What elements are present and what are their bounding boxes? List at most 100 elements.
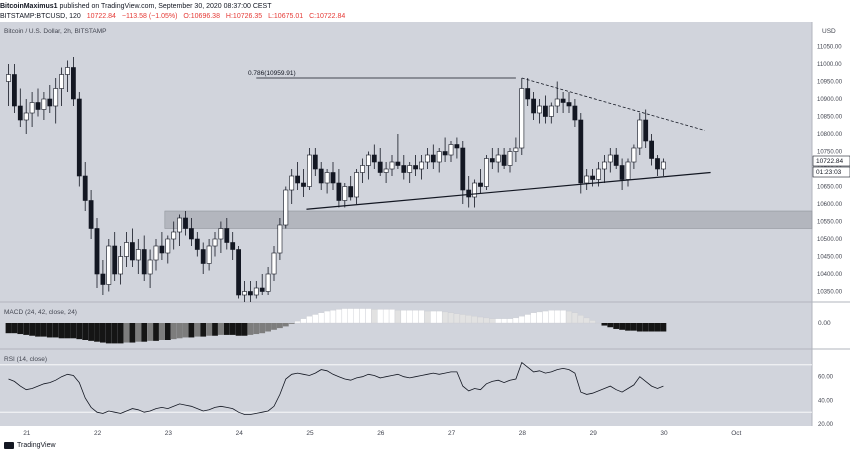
macd-bar bbox=[495, 318, 502, 324]
candle-body bbox=[554, 98, 560, 107]
candle-body bbox=[590, 175, 595, 180]
candle-body bbox=[448, 144, 454, 156]
candle-body bbox=[112, 245, 118, 275]
y-tick-label: 10650.00 bbox=[817, 185, 843, 191]
y-tick-label: 10400.00 bbox=[817, 272, 843, 278]
candle-body bbox=[135, 249, 141, 261]
candle-body bbox=[584, 175, 590, 184]
x-tick-label: 22 bbox=[94, 430, 102, 437]
candle-body bbox=[65, 67, 70, 75]
candle-body bbox=[29, 102, 35, 114]
candle-body bbox=[360, 165, 365, 173]
macd-bar bbox=[11, 323, 18, 334]
candle-body bbox=[395, 161, 401, 166]
time-axis bbox=[0, 426, 812, 437]
macd-bar bbox=[642, 323, 649, 332]
author-name[interactable]: BitcoinMaximus1 bbox=[0, 3, 58, 10]
chart-canvas[interactable]: 11050.00 11000.00 10950.00 10900.00 10850.00… bbox=[0, 22, 850, 437]
macd-bar bbox=[530, 312, 537, 324]
low-value: L:10675.01 bbox=[268, 13, 304, 20]
y-tick-label: 11000.00 bbox=[817, 62, 842, 68]
candle-body bbox=[613, 154, 619, 166]
chart-title: Bitcoin / U.S. Dollar, 2h, BITSTAMP bbox=[4, 28, 106, 35]
candle-body bbox=[248, 291, 253, 296]
resistance-trendline bbox=[521, 77, 705, 131]
candle-body bbox=[71, 67, 76, 100]
candle-body bbox=[637, 119, 643, 149]
candle-body bbox=[483, 158, 489, 187]
macd-bar bbox=[141, 323, 148, 342]
macd-bar bbox=[554, 310, 561, 324]
candle-body bbox=[342, 186, 348, 201]
candle-body bbox=[537, 105, 542, 114]
rsi-label: RSI (14, close) bbox=[4, 356, 47, 363]
macd-bar bbox=[619, 323, 625, 330]
candle-body bbox=[507, 151, 513, 166]
candle-body bbox=[206, 245, 212, 264]
macd-bar bbox=[94, 323, 100, 342]
macd-bar bbox=[465, 315, 472, 324]
macd-bar bbox=[453, 313, 460, 324]
macd-bar bbox=[182, 323, 189, 338]
y-tick-label: 10500.00 bbox=[817, 237, 843, 243]
x-tick-label: 30 bbox=[660, 430, 668, 437]
macd-bar bbox=[577, 315, 584, 324]
macd-bar bbox=[601, 323, 608, 326]
candle-body bbox=[560, 98, 566, 103]
macd-bar bbox=[536, 311, 543, 324]
macd-bar bbox=[64, 323, 71, 339]
macd-bar bbox=[595, 322, 602, 324]
macd-bar bbox=[436, 310, 443, 324]
macd-bar bbox=[253, 323, 260, 335]
macd-bar bbox=[341, 308, 348, 324]
candle-body bbox=[596, 168, 601, 180]
macd-bar bbox=[589, 320, 596, 324]
published-text: published on TradingView.com, September … bbox=[59, 3, 272, 10]
macd-bar bbox=[459, 314, 466, 324]
footer: TradingView bbox=[4, 440, 56, 452]
y-tick-label: 10350.00 bbox=[817, 290, 843, 296]
macd-bar bbox=[371, 309, 378, 324]
macd-bar bbox=[607, 323, 614, 328]
x-tick-label: Oct bbox=[731, 430, 741, 437]
macd-bar bbox=[300, 318, 307, 324]
candle-body bbox=[601, 161, 607, 170]
macd-bar bbox=[483, 317, 490, 324]
y-tick-label: 10850.00 bbox=[817, 115, 843, 121]
price-pane: 11050.00 11000.00 10950.00 10900.00 10850.00… bbox=[6, 45, 850, 437]
candle-body bbox=[253, 287, 259, 296]
candle-body bbox=[118, 256, 123, 275]
candle-body bbox=[354, 172, 359, 198]
macd-bar bbox=[347, 308, 354, 324]
candle-body bbox=[330, 172, 336, 184]
macd-bar bbox=[565, 310, 573, 324]
y-tick-label: 10750.00 bbox=[817, 150, 843, 156]
candle-body bbox=[519, 88, 525, 149]
last-price: 10722.84 bbox=[86, 13, 116, 20]
macd-bar bbox=[147, 323, 153, 341]
candle-body bbox=[442, 151, 448, 156]
x-tick-label: 23 bbox=[165, 430, 173, 437]
macd-bar bbox=[501, 318, 508, 324]
candle-body bbox=[495, 154, 501, 163]
candle-body bbox=[194, 238, 200, 250]
candle-body bbox=[76, 98, 82, 177]
change: −113.58 (−1.05%) bbox=[121, 13, 178, 20]
macd-bar bbox=[294, 321, 301, 324]
candle-body bbox=[513, 147, 519, 152]
candle-body bbox=[141, 249, 147, 275]
candle-body bbox=[59, 74, 64, 89]
macd-bar bbox=[648, 323, 655, 332]
candle-body bbox=[153, 245, 159, 261]
candle-body bbox=[236, 249, 241, 296]
macd-bar bbox=[548, 310, 555, 324]
candle-body bbox=[6, 74, 11, 82]
macd-bar bbox=[512, 317, 519, 324]
candle-body bbox=[548, 105, 554, 117]
candle-body bbox=[572, 105, 578, 121]
y-tick-label: 10450.00 bbox=[817, 255, 843, 261]
y-tick-label: 10600.00 bbox=[817, 202, 843, 208]
candle-body bbox=[478, 182, 483, 187]
macd-bar bbox=[111, 323, 118, 344]
candle-body bbox=[389, 161, 395, 170]
